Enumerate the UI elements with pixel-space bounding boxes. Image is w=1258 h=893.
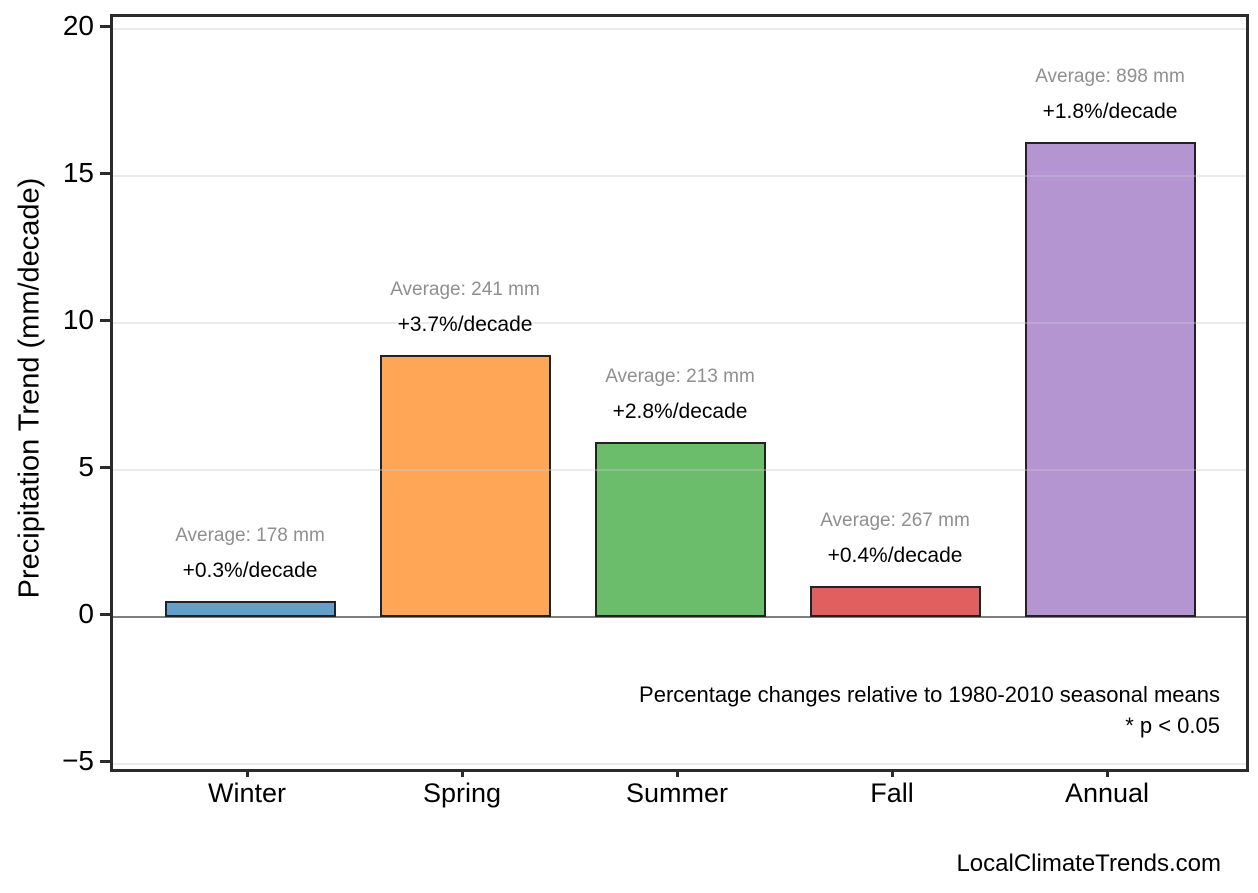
trend-label: +0.3%/decade: [182, 559, 318, 583]
trend-label: +0.4%/decade: [827, 543, 963, 567]
trend-label: +1.8%/decade: [1042, 99, 1178, 123]
gridline-10: [113, 322, 1246, 324]
y-tick-mark: [100, 759, 110, 763]
x-tick-label-fall: Fall: [870, 778, 914, 808]
annotation-annual: Average: 898 mm +1.8%/decade: [1035, 60, 1185, 130]
average-label: Average: 267 mm: [820, 509, 970, 531]
bar-fall: [809, 585, 981, 617]
average-label: Average: 178 mm: [175, 525, 325, 547]
y-tick-label: −5: [62, 745, 94, 776]
y-tick-mark: [100, 318, 110, 322]
note-relative-means: Percentage changes relative to 1980-2010…: [639, 682, 1220, 707]
gridline-20: [113, 28, 1246, 30]
x-tick-mark: [675, 769, 679, 777]
y-tick-label: 15: [62, 157, 94, 188]
average-label: Average: 898 mm: [1035, 65, 1185, 87]
bar-annual: [1024, 141, 1196, 617]
gridline--5: [113, 763, 1246, 765]
zero-line: [113, 616, 1246, 618]
x-tick-mark: [890, 769, 894, 777]
x-tick-mark: [1105, 769, 1109, 777]
y-tick-mark: [100, 612, 110, 616]
y-tick-label: 10: [62, 304, 94, 335]
x-tick-mark: [245, 769, 249, 777]
average-label: Average: 213 mm: [605, 365, 755, 387]
gridline-5: [113, 469, 1246, 471]
watermark: LocalClimateTrends.com: [956, 850, 1221, 877]
x-tick-mark: [460, 769, 464, 777]
plot-notes: Percentage changes relative to 1980-2010…: [639, 679, 1220, 741]
y-tick-mark: [100, 171, 110, 175]
bar-spring: [379, 354, 551, 617]
y-tick-mark: [100, 465, 110, 469]
bar-summer: [594, 441, 766, 617]
x-tick-label-winter: Winter: [207, 778, 287, 808]
gridline-15: [113, 175, 1246, 177]
trend-label: +2.8%/decade: [612, 399, 748, 423]
plot-area: Average: 178 mm +0.3%/decade Average: 241 …: [110, 14, 1249, 772]
x-tick-label-summer: Summer: [625, 778, 729, 808]
x-tick-label-annual: Annual: [1064, 778, 1150, 808]
trend-label: +3.7%/decade: [397, 312, 533, 336]
y-tick-mark: [100, 24, 110, 28]
y-tick-label: 5: [78, 451, 94, 482]
y-axis-title: Precipitation Trend (mm/decade): [13, 177, 46, 599]
annotation-spring: Average: 241 mm +3.7%/decade: [390, 273, 540, 343]
note-significance: * p < 0.05: [1125, 713, 1220, 738]
average-label: Average: 241 mm: [390, 278, 540, 300]
annotation-summer: Average: 213 mm +2.8%/decade: [605, 360, 755, 430]
annotation-fall: Average: 267 mm +0.4%/decade: [820, 504, 970, 574]
y-tick-label: 0: [78, 598, 94, 629]
y-tick-label: 20: [62, 10, 94, 41]
bar-winter: [164, 601, 336, 617]
x-tick-label-spring: Spring: [422, 778, 502, 808]
annotation-winter: Average: 178 mm +0.3%/decade: [175, 519, 325, 589]
